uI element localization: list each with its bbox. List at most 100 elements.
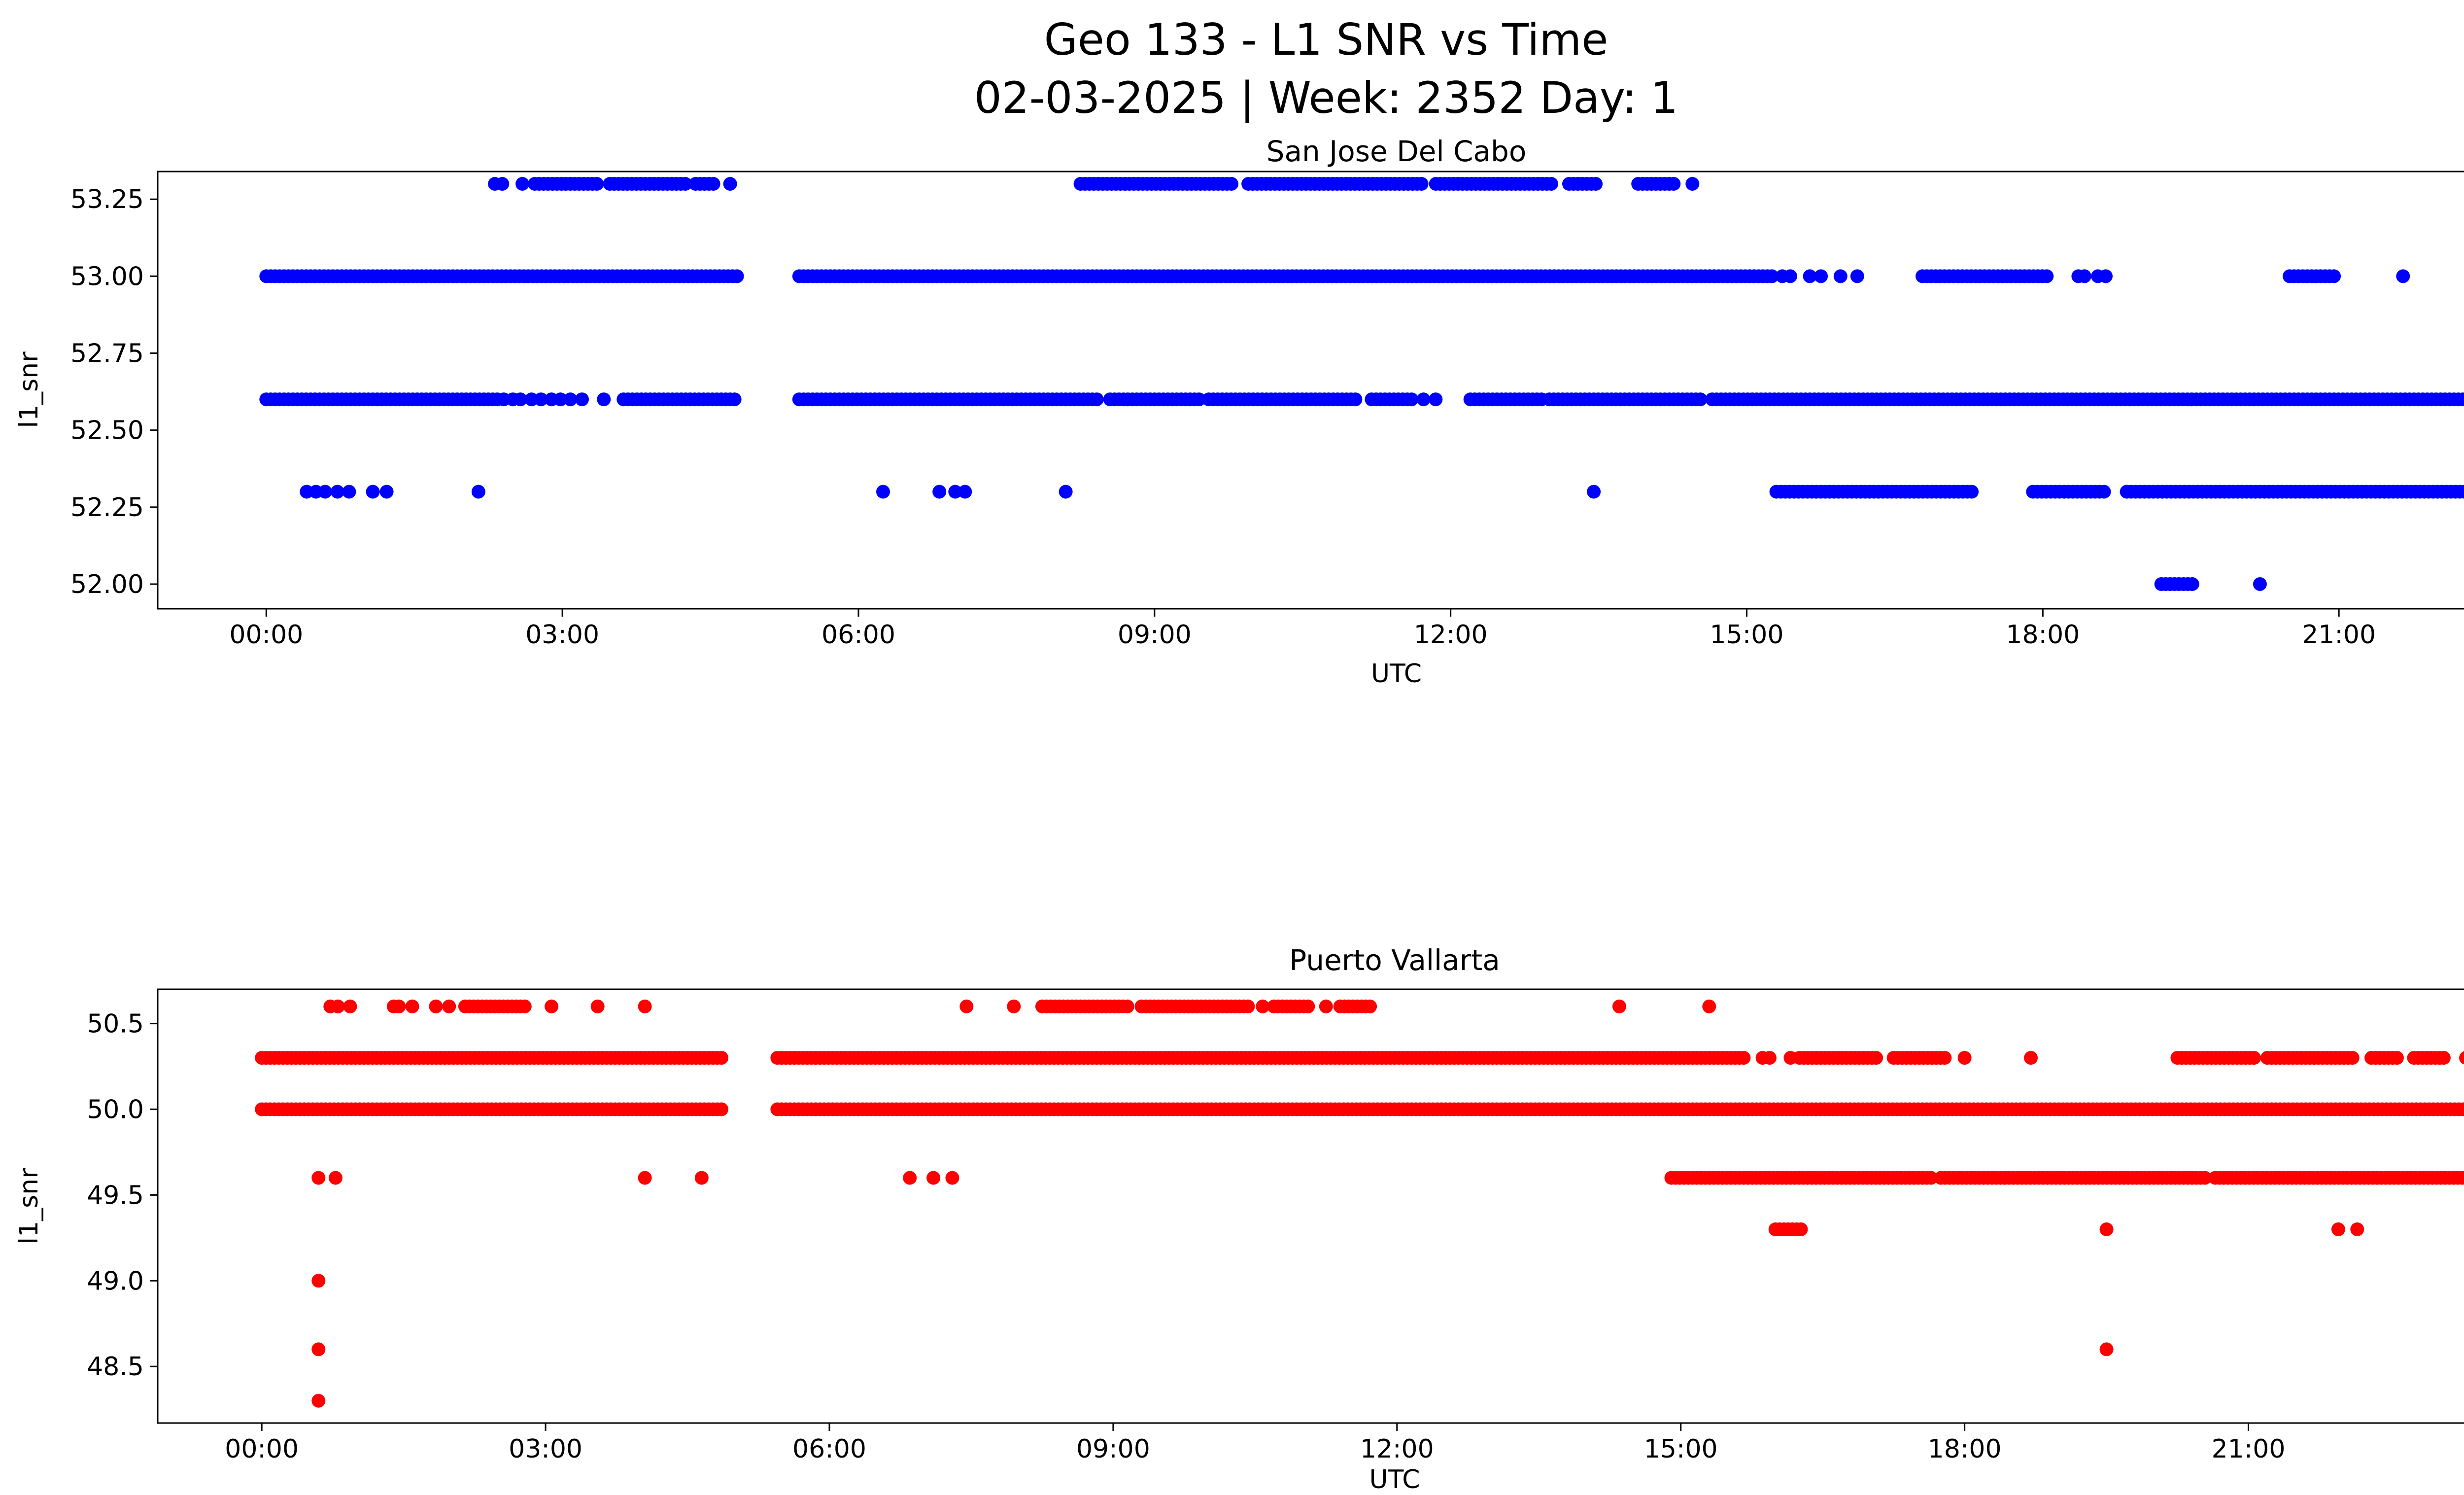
data-point: [2350, 1222, 2364, 1236]
subplot1-title: San Jose Del Cabo: [1266, 135, 1527, 168]
data-point: [876, 485, 890, 499]
data-point: [2099, 269, 2113, 283]
data-point: [597, 392, 611, 407]
subplot2-title: Puerto Vallarta: [1289, 943, 1500, 977]
data-point: [1301, 999, 1315, 1013]
data-point: [1850, 269, 1864, 283]
data-point: [730, 269, 744, 283]
data-point: [392, 999, 406, 1013]
data-point: [1762, 1051, 1777, 1065]
data-point: [945, 1171, 959, 1185]
y-tick-label: 52.00: [70, 570, 144, 599]
data-point: [2460, 1171, 2464, 1184]
data-point: [959, 999, 974, 1013]
data-point: [429, 999, 443, 1013]
data-point: [1589, 177, 1603, 191]
data-point: [442, 999, 456, 1013]
x-tick-label: 06:00: [821, 620, 895, 650]
data-point: [1814, 269, 1828, 283]
data-point: [1803, 269, 1817, 283]
y-tick-label: 49.0: [87, 1266, 144, 1296]
y-tick-label: 53.00: [70, 262, 144, 291]
data-point: [311, 1393, 326, 1408]
data-point: [330, 485, 344, 499]
data-point: [2460, 393, 2464, 406]
scatter-series: [255, 999, 2464, 1408]
data-point: [1612, 999, 1626, 1013]
data-point: [1007, 999, 1021, 1013]
x-tick-label: 21:00: [2212, 1434, 2286, 1464]
data-point: [1090, 392, 1104, 407]
data-point: [2459, 1051, 2464, 1065]
x-tick-label: 00:00: [225, 1434, 299, 1464]
y-tick-label: 50.0: [87, 1095, 144, 1124]
x-tick-label: 09:00: [1118, 620, 1192, 650]
scatter-series: [259, 177, 2464, 591]
data-point: [1225, 177, 1238, 191]
data-point: [1192, 392, 1206, 407]
data-point: [2099, 1342, 2114, 1356]
data-point: [2390, 1051, 2404, 1065]
x-tick-label: 12:00: [1360, 1434, 1434, 1464]
y-tick-label: 48.5: [87, 1352, 144, 1382]
data-point: [958, 485, 972, 499]
data-point: [2185, 577, 2199, 591]
y-tick-label: 52.50: [70, 416, 144, 446]
data-point: [1783, 269, 1797, 283]
x-tick-label: 00:00: [229, 620, 303, 650]
x-tick-label: 15:00: [1644, 1434, 1718, 1464]
axes-frame: [157, 171, 2464, 610]
data-point: [343, 999, 357, 1013]
data-point: [715, 1102, 729, 1116]
x-tick-label: 03:00: [509, 1434, 582, 1464]
y-tick-label: 52.25: [70, 493, 144, 522]
data-point: [331, 999, 345, 1013]
data-point: [311, 1274, 326, 1288]
x-tick-label: 21:00: [2302, 620, 2376, 650]
data-point: [318, 485, 332, 499]
data-point: [1924, 1171, 1938, 1185]
data-point: [638, 999, 652, 1013]
data-point: [1120, 999, 1134, 1013]
data-point: [524, 392, 539, 407]
data-point: [1256, 999, 1270, 1013]
y-tick-label: 53.25: [70, 185, 144, 214]
data-point: [1241, 999, 1255, 1013]
data-point: [948, 485, 962, 499]
data-point: [471, 485, 485, 499]
data-point: [678, 177, 692, 191]
data-point: [2040, 269, 2054, 283]
x-tick-label: 12:00: [1414, 620, 1488, 650]
data-point: [715, 1051, 729, 1065]
data-point: [311, 1171, 326, 1185]
data-point: [590, 177, 604, 191]
data-point: [366, 485, 380, 499]
figure-title-line2: 02-03-2025 | Week: 2352 Day: 1: [974, 72, 1678, 123]
data-point: [328, 1171, 342, 1185]
data-point: [342, 485, 356, 499]
figure-title-line1: Geo 133 - L1 SNR vs Time: [1044, 14, 1608, 65]
x-tick-label: 15:00: [1710, 620, 1784, 650]
x-tick-label: 06:00: [792, 1434, 866, 1464]
data-point: [1416, 392, 1431, 407]
data-point: [1667, 177, 1681, 191]
data-point: [563, 392, 578, 407]
data-point: [2198, 1171, 2212, 1185]
data-point: [590, 999, 605, 1013]
data-point: [1587, 485, 1601, 499]
data-point: [2099, 1222, 2114, 1236]
data-point: [405, 999, 419, 1013]
data-point: [1059, 485, 1073, 499]
data-point: [727, 392, 742, 407]
data-point: [2345, 1051, 2360, 1065]
data-point: [545, 999, 559, 1013]
data-point: [517, 999, 532, 1013]
data-point: [1702, 999, 1716, 1013]
x-tick-label: 09:00: [1076, 1434, 1150, 1464]
data-point: [1833, 269, 1848, 283]
data-point: [2247, 1051, 2261, 1065]
data-point: [311, 1342, 326, 1356]
data-point: [1414, 177, 1429, 191]
